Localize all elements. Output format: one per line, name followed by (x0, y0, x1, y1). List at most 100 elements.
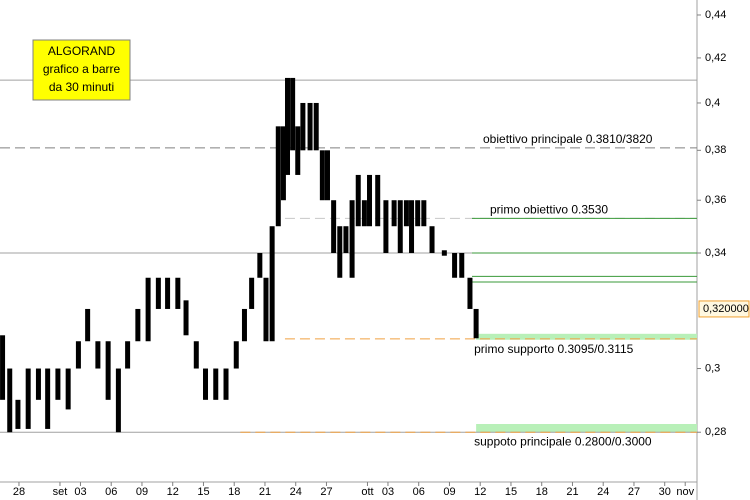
price-bar (375, 174, 381, 227)
price-bar (349, 200, 355, 278)
band-annotation: primo supporto 0.3095/0.3115 (474, 342, 634, 356)
price-bar (269, 226, 275, 342)
price-bar (361, 200, 367, 227)
x-tick-label: 18 (228, 486, 240, 498)
price-bar (421, 200, 427, 227)
price-bar (115, 368, 121, 433)
x-tick-label: 28 (13, 486, 25, 498)
price-bar (203, 368, 209, 400)
price-bar (397, 200, 403, 253)
level-annotation: obiettivo principale 0.3810/3820 (483, 132, 653, 146)
x-tick-label: 21 (566, 486, 578, 498)
price-bar (343, 226, 349, 253)
x-tick-label: 30 (659, 486, 671, 498)
x-tick-label: 09 (443, 486, 455, 498)
price-bar (155, 277, 161, 309)
price-bar (452, 252, 458, 278)
price-bar (45, 368, 51, 429)
price-bar (223, 368, 229, 400)
price-bar (35, 368, 41, 400)
price-bar (441, 250, 447, 256)
chart-title: ALGORAND (48, 44, 116, 58)
x-tick-label: 06 (413, 486, 425, 498)
price-bar (409, 200, 415, 253)
price-bar (65, 368, 71, 410)
price-bar (183, 300, 189, 336)
price-bar (85, 308, 91, 342)
price-bar (307, 102, 313, 151)
x-tick-label: 12 (167, 486, 179, 498)
price-bar (213, 368, 219, 400)
x-tick-label: set (53, 486, 68, 498)
price-bar (125, 341, 131, 369)
chart-title: grafico a barre (43, 62, 121, 76)
band-annotation: suppoto principale 0.2800/0.3000 (474, 434, 652, 448)
price-bar (233, 341, 239, 369)
price-bar (459, 252, 465, 278)
price-bar (15, 399, 21, 429)
x-tick-label: 27 (628, 486, 640, 498)
price-bar (95, 341, 101, 369)
price-bar (241, 308, 247, 342)
price-bar (145, 277, 151, 342)
price-bar (263, 277, 269, 342)
price-bar (175, 277, 181, 309)
price-bar (75, 341, 81, 369)
price-bar (337, 226, 343, 278)
y-tick-label: 0,3 (705, 362, 720, 374)
price-bar (7, 368, 13, 433)
price-bar (403, 200, 409, 227)
price-bar (55, 368, 61, 400)
x-tick-label: 03 (74, 486, 86, 498)
price-bar (319, 150, 325, 201)
support-band (476, 424, 697, 433)
price-bar (367, 174, 373, 227)
price-marker-label: 0,320000 (703, 303, 749, 315)
x-tick-label: 21 (259, 486, 271, 498)
price-bar (275, 126, 281, 227)
price-bar (193, 341, 199, 369)
price-bar (391, 200, 397, 227)
x-tick-label: 09 (136, 486, 148, 498)
price-bar (429, 226, 435, 253)
price-bar (249, 277, 255, 309)
y-tick-label: 0,36 (705, 194, 726, 206)
x-tick-label: 24 (597, 486, 609, 498)
x-tick-label: nov (676, 486, 694, 498)
level-annotation: primo obiettivo 0.3530 (490, 203, 608, 217)
price-bar (467, 277, 473, 309)
x-tick-label: 27 (320, 486, 332, 498)
price-bar (135, 308, 141, 342)
price-bar (105, 341, 111, 400)
price-bar (25, 368, 31, 429)
price-bar (0, 335, 6, 400)
price-bar (415, 200, 421, 227)
x-tick-label: 06 (105, 486, 117, 498)
y-tick-label: 0,34 (705, 247, 726, 259)
x-tick-label: ott (361, 486, 373, 498)
y-tick-label: 0,4 (705, 97, 720, 109)
price-bar (165, 277, 171, 309)
price-bar (285, 77, 291, 175)
price-bar (280, 126, 286, 201)
y-tick-label: 0,38 (705, 144, 726, 156)
price-bar (295, 126, 301, 175)
price-bar (331, 200, 337, 253)
price-bar (257, 252, 263, 278)
x-tick-label: 03 (382, 486, 394, 498)
price-bar (355, 174, 361, 227)
x-tick-label: 24 (290, 486, 302, 498)
price-marker-box (698, 300, 750, 318)
price-bar (324, 150, 330, 201)
x-tick-label: 12 (474, 486, 486, 498)
price-bar (383, 200, 389, 253)
x-tick-label: 15 (505, 486, 517, 498)
price-bar (473, 308, 479, 339)
x-tick-label: 18 (536, 486, 548, 498)
price-bar (290, 77, 296, 151)
x-tick-label: 15 (197, 486, 209, 498)
y-tick-label: 0,42 (705, 52, 726, 64)
y-tick-label: 0,28 (705, 426, 726, 438)
price-bar (300, 102, 306, 151)
